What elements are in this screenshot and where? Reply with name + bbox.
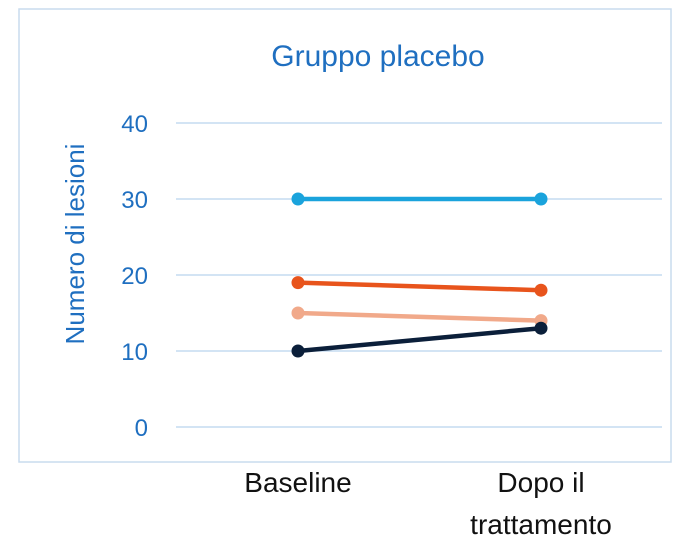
y-tick-label: 30: [121, 187, 148, 214]
data-point: [291, 192, 305, 206]
x-tick-label: Baseline: [244, 467, 351, 498]
data-point: [291, 344, 305, 358]
x-tick-labels: Baseline Dopo il trattamento: [244, 467, 612, 540]
series-lines: [291, 192, 548, 358]
grid-lines: [176, 122, 662, 428]
data-point: [291, 306, 305, 320]
y-axis-label: Numero di lesioni: [60, 144, 90, 345]
y-tick-label: 40: [121, 111, 148, 138]
series-line-4: [295, 325, 544, 354]
data-point: [534, 192, 548, 206]
chart-title: Gruppo placebo: [271, 40, 485, 73]
data-point: [291, 276, 305, 290]
data-point: [534, 283, 548, 297]
series-line-3: [295, 310, 544, 323]
y-tick-label: 20: [121, 263, 148, 290]
y-tick-labels: 0 10 20 30 40: [121, 111, 148, 442]
x-tick-label: Dopo il: [497, 467, 584, 498]
x-tick-label: trattamento: [470, 509, 612, 540]
series-line-2: [295, 280, 544, 293]
y-tick-label: 10: [121, 339, 148, 366]
y-tick-label: 0: [135, 415, 148, 442]
data-point: [534, 321, 548, 335]
plot-frame: [18, 8, 672, 463]
